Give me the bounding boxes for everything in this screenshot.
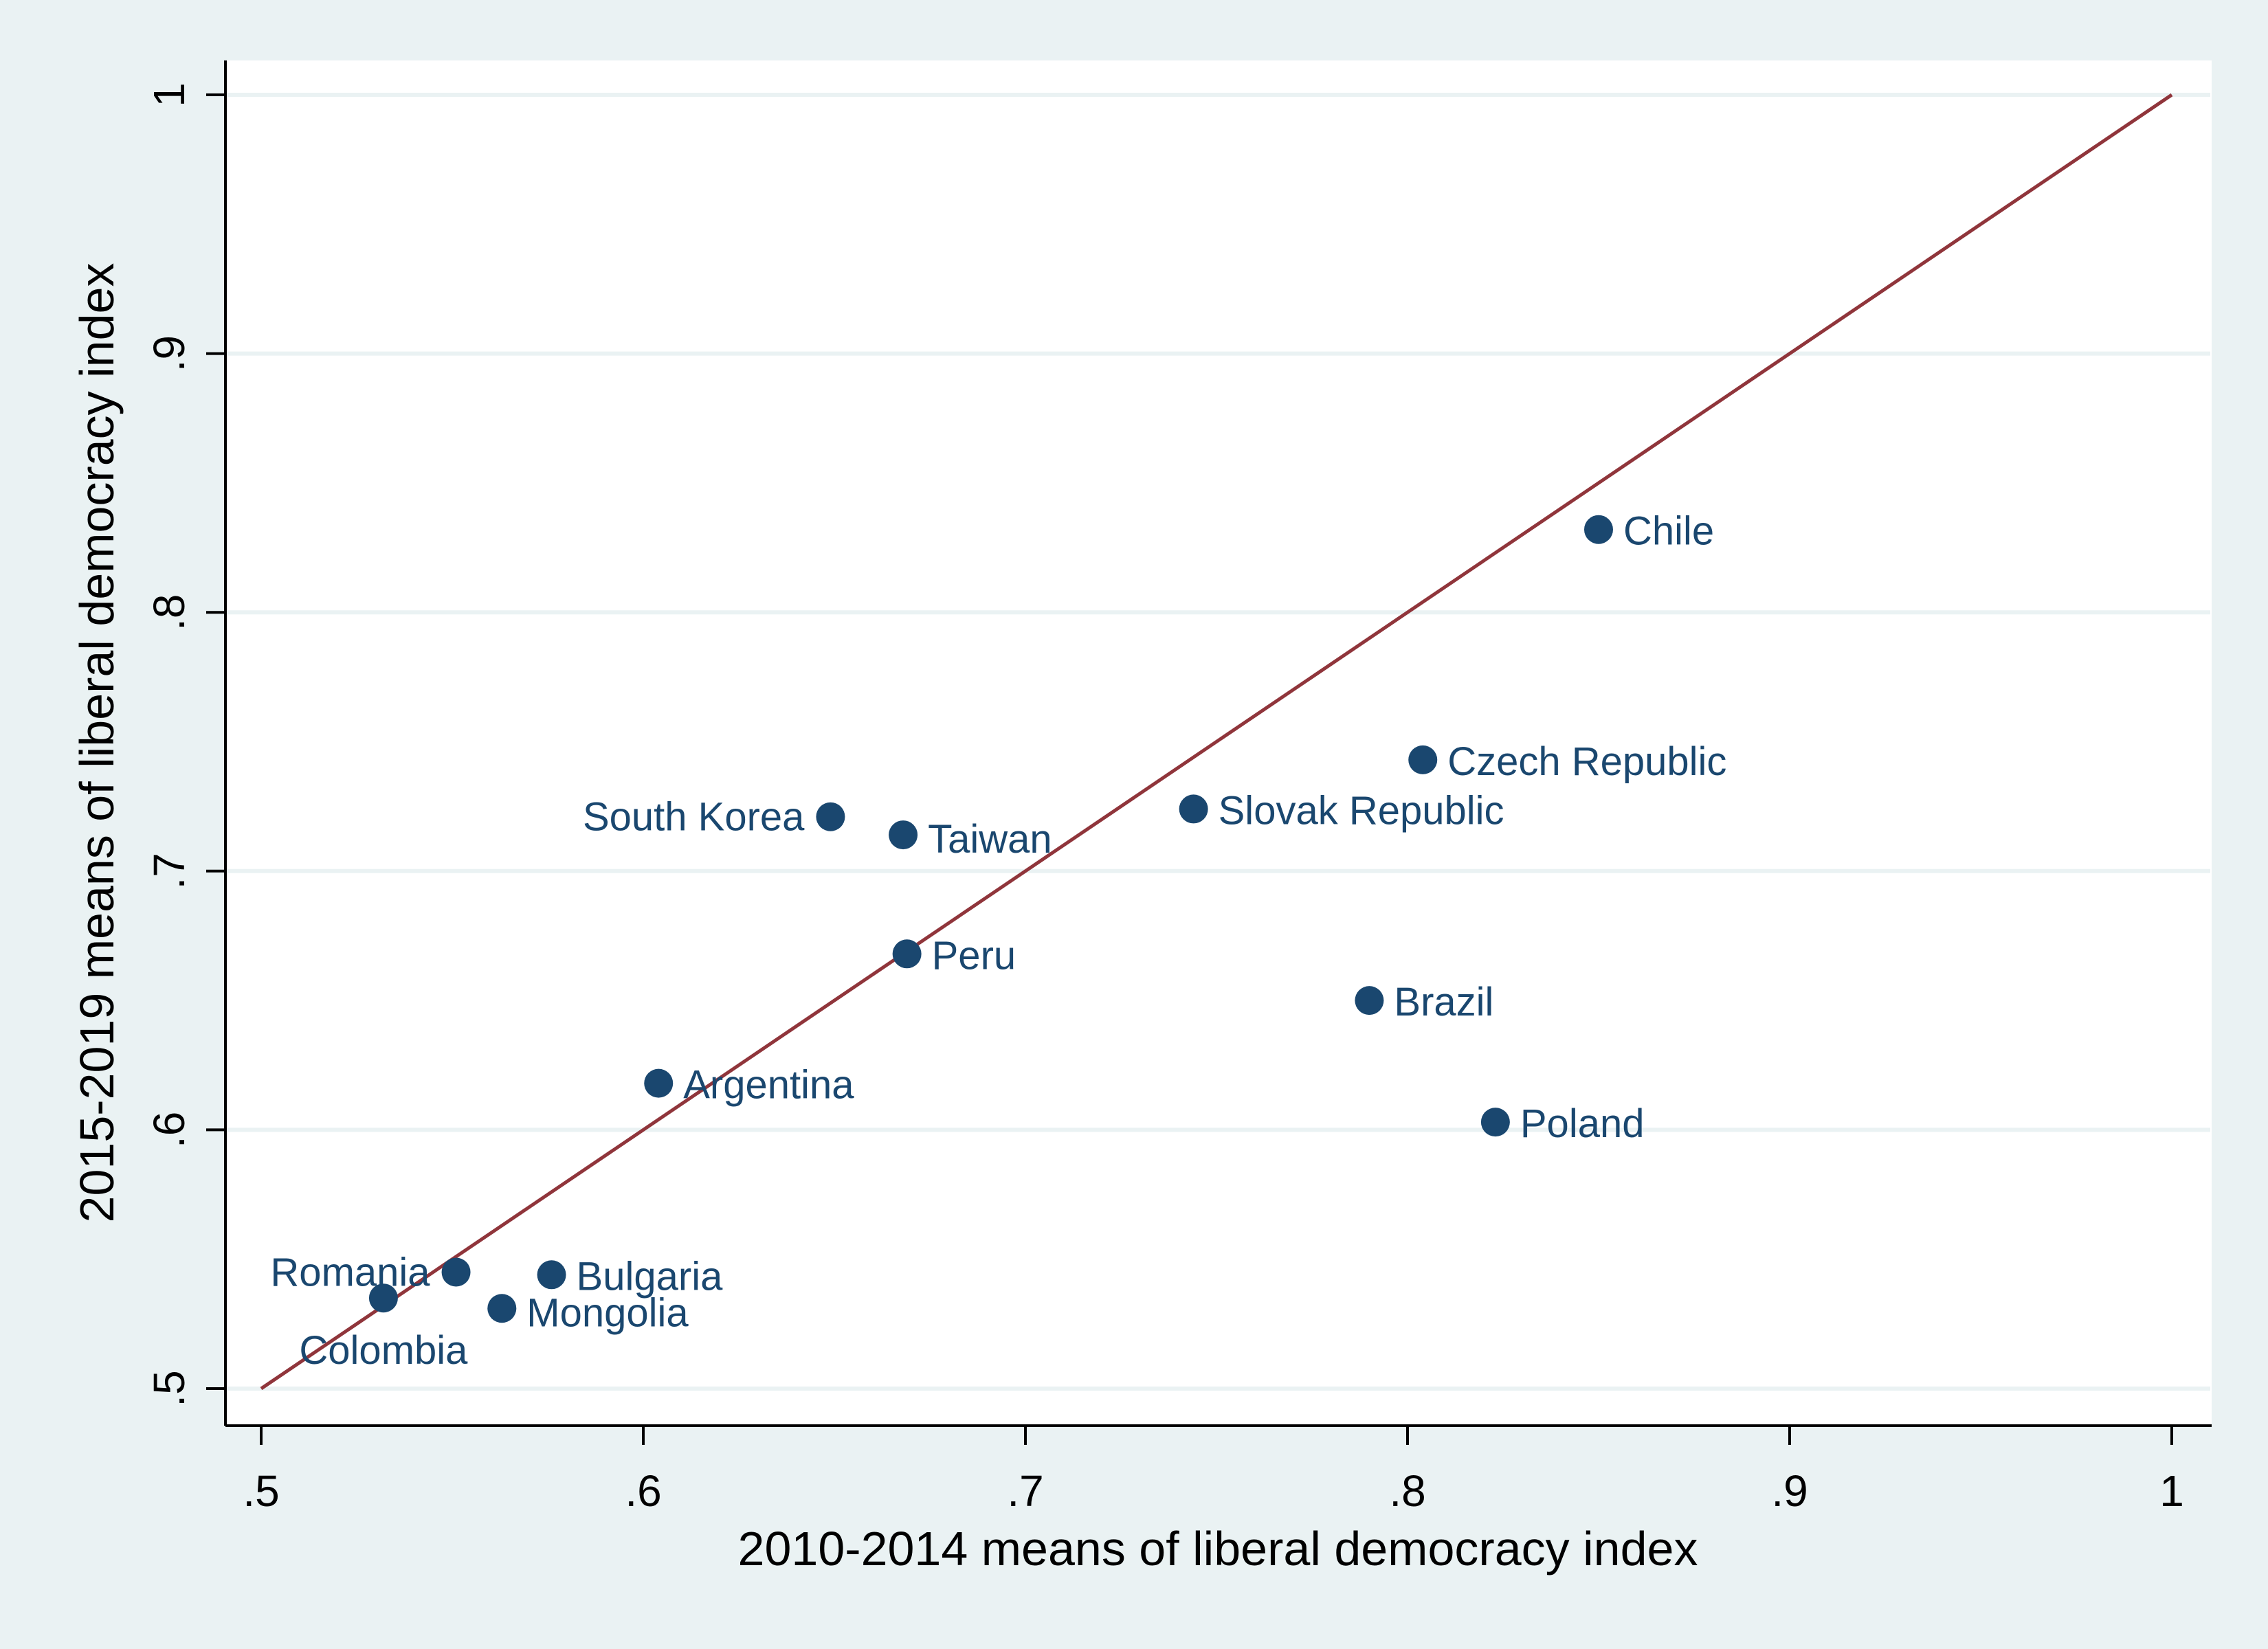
point-label: Czech Republic [1447,739,1726,784]
point-label: Romania [270,1250,430,1295]
x-tick-label: 1 [2159,1466,2184,1516]
point-label: South Korea [583,795,805,840]
y-tick-label: 1 [144,82,194,107]
point-label: Peru [932,933,1016,978]
point-label: Bulgaria [577,1254,724,1299]
point-label: Chile [1623,509,1714,554]
x-axis-title: 2010-2014 means of liberal democracy ind… [738,1522,1698,1575]
data-point [1480,1108,1510,1137]
y-tick-label: .9 [144,335,194,372]
y-axis-title: 2015-2019 means of liberal democracy ind… [70,263,124,1223]
data-point [1179,794,1208,824]
data-point [537,1260,566,1290]
point-label: Poland [1520,1101,1645,1146]
y-tick-label: .8 [144,594,194,631]
x-tick-label: .8 [1389,1466,1425,1516]
reference-line-layer [260,93,2173,1391]
y-tick-label: .6 [144,1112,194,1148]
data-point [644,1068,674,1098]
x-tick-label: .9 [1771,1466,1808,1516]
x-tick-label: .7 [1007,1466,1043,1516]
data-point [1355,986,1384,1016]
data-point [889,820,918,850]
gridlines [227,93,2210,1391]
data-point [1408,745,1438,774]
data-point [441,1257,471,1287]
data-points [368,515,1613,1323]
y-tick-label: .5 [144,1370,194,1406]
point-label: Colombia [299,1328,468,1373]
point-label: Taiwan [928,817,1052,862]
data-point [368,1283,398,1313]
x-tick-label: .6 [625,1466,661,1516]
point-label: Brazil [1394,980,1493,1024]
point-label: Slovak Republic [1219,788,1504,833]
data-point [1584,515,1613,544]
data-point [892,939,922,969]
y-tick-label: .7 [144,853,194,889]
point-label: Argentina [683,1063,854,1108]
data-point [487,1294,517,1323]
data-point [816,802,845,831]
axis-ticks: .5 .6 .7 .8 .9 1 .5 .6 .7 .8 .9 1 [144,82,2184,1516]
x-tick-label: .5 [243,1466,279,1516]
point-label: Mongolia [526,1290,689,1335]
plot-area [225,60,2212,1426]
reference-line [260,93,2173,1391]
